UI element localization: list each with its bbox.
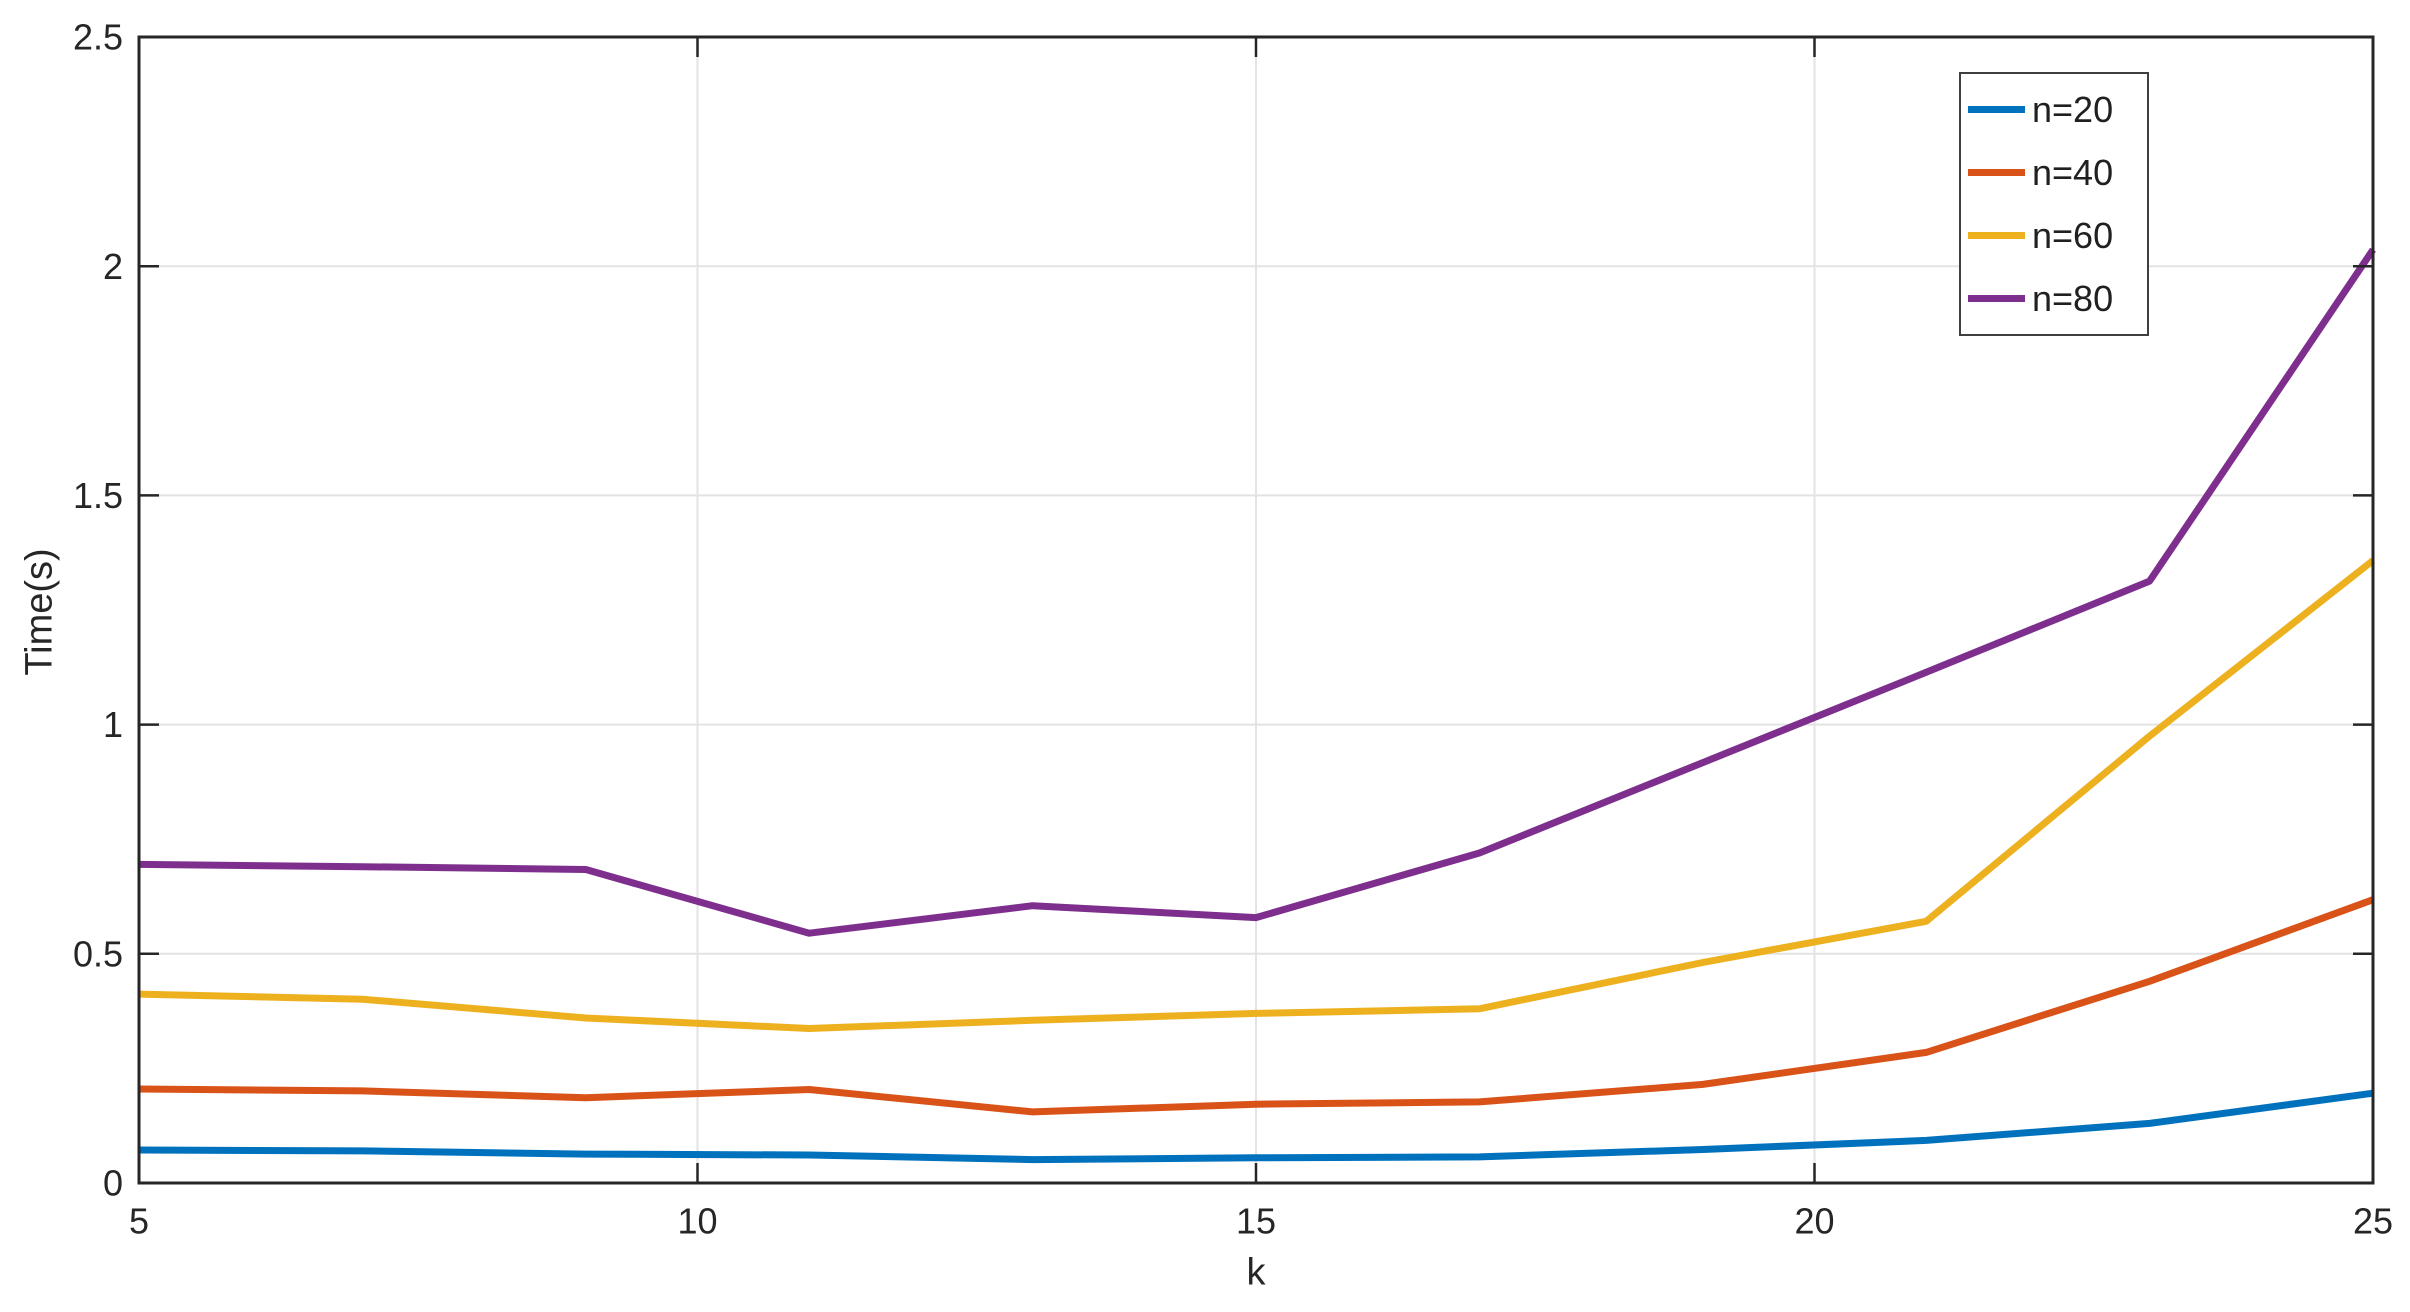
- series-line-n=60: [138, 557, 2376, 1032]
- y-tick-label: 1.5: [73, 475, 123, 516]
- y-tick-label: 0.5: [73, 933, 123, 974]
- y-tick-label: 0: [103, 1163, 123, 1204]
- x-tick-label: 5: [129, 1200, 149, 1241]
- legend-item-n=80: n=80: [1968, 277, 2145, 319]
- x-axis-label: k: [1246, 1251, 1266, 1294]
- legend-line-sample: [1968, 106, 2025, 113]
- legend-line-sample: [1968, 295, 2025, 302]
- legend-item-n=40: n=40: [1968, 151, 2145, 193]
- y-tick-label: 1: [103, 704, 123, 745]
- legend-label: n=60: [2032, 214, 2114, 256]
- y-tick-label: 2: [103, 246, 123, 287]
- legend-item-n=60: n=60: [1968, 214, 2145, 256]
- series-line-n=80: [138, 247, 2376, 937]
- legend-label: n=80: [2032, 277, 2114, 319]
- x-tick-label: 15: [1236, 1200, 1276, 1241]
- legend-label: n=20: [2032, 88, 2114, 130]
- x-tick-label: 10: [677, 1200, 717, 1241]
- legend-line-sample: [1968, 232, 2025, 239]
- y-axis-label: Time(s): [18, 548, 61, 676]
- legend: n=20 n=40 n=60 n=80: [1959, 72, 2149, 336]
- legend-label: n=40: [2032, 151, 2114, 193]
- series-line-n=20: [138, 1089, 2374, 1164]
- legend-line-sample: [1968, 169, 2025, 176]
- y-tick-label: 2.5: [73, 17, 123, 58]
- x-tick-label: 20: [1794, 1200, 1834, 1241]
- x-tick-label: 25: [2353, 1200, 2393, 1241]
- series-line-n=40: [138, 896, 2375, 1116]
- legend-item-n=20: n=20: [1968, 88, 2145, 130]
